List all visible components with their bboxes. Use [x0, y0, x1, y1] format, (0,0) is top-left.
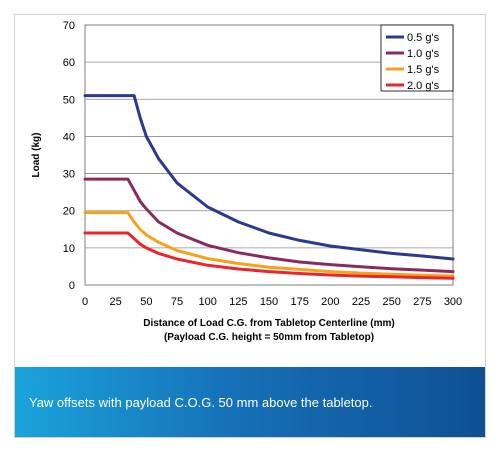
y-tick-label: 60: [63, 57, 75, 69]
x-tick-label: 125: [229, 296, 247, 308]
y-tick-label: 40: [63, 131, 75, 143]
x-tick-label: 25: [110, 296, 122, 308]
x-tick-label: 50: [140, 296, 152, 308]
x-tick-labels: 0 25 50 75 100 125 150 175 200 225 250 275 300: [82, 296, 462, 308]
series-line-3: [83, 231, 455, 280]
x-tick-label: 200: [321, 296, 339, 308]
legend-label: 0.5 g's: [407, 32, 440, 44]
y-tick-label: 0: [69, 280, 75, 292]
x-tick-label: 225: [352, 296, 370, 308]
x-axis-label: Distance of Load C.G. from Tabletop Cent…: [143, 318, 395, 329]
x-tick-label: 175: [290, 296, 308, 308]
y-axis-label: Load (kg): [31, 133, 42, 178]
y-tick-label: 10: [63, 243, 75, 255]
series-lines: [83, 94, 455, 280]
caption-bar: Yaw offsets with payload C.O.G. 50 mm ab…: [15, 367, 485, 437]
legend-label: 1.5 g's: [407, 64, 440, 76]
y-tick-labels: 0 10 20 30 40 50 60 70: [63, 20, 75, 292]
load-chart: 0 10 20 30 40 50 60 70 0 25 50 75 100 125 150 175 200 22…: [31, 20, 462, 343]
legend: 0.5 g's 1.0 g's 1.5 g's 2.0 g's: [380, 24, 454, 92]
figure-frame: 0 10 20 30 40 50 60 70 0 25 50 75 100 125 150 175 200 22…: [14, 14, 486, 438]
y-tick-label: 70: [63, 20, 75, 32]
y-tick-label: 50: [63, 94, 75, 106]
x-tick-label: 0: [82, 296, 88, 308]
x-tick-label: 150: [260, 296, 278, 308]
x-tick-label: 100: [198, 296, 216, 308]
legend-label: 1.0 g's: [407, 48, 440, 60]
x-tick-label: 75: [171, 296, 183, 308]
series-line-0: [83, 94, 455, 261]
legend-label: 2.0 g's: [407, 80, 440, 92]
x-tick-label: 250: [382, 296, 400, 308]
y-tick-label: 20: [63, 206, 75, 218]
caption-text: Yaw offsets with payload C.O.G. 50 mm ab…: [29, 395, 373, 410]
series-line-1: [83, 177, 455, 274]
x-axis-sublabel: (Payload C.G. height = 50mm from Tableto…: [164, 332, 374, 343]
series-line-2: [83, 211, 455, 278]
y-tick-label: 30: [63, 169, 75, 181]
x-tick-label: 275: [413, 296, 431, 308]
x-tick-label: 300: [444, 296, 462, 308]
